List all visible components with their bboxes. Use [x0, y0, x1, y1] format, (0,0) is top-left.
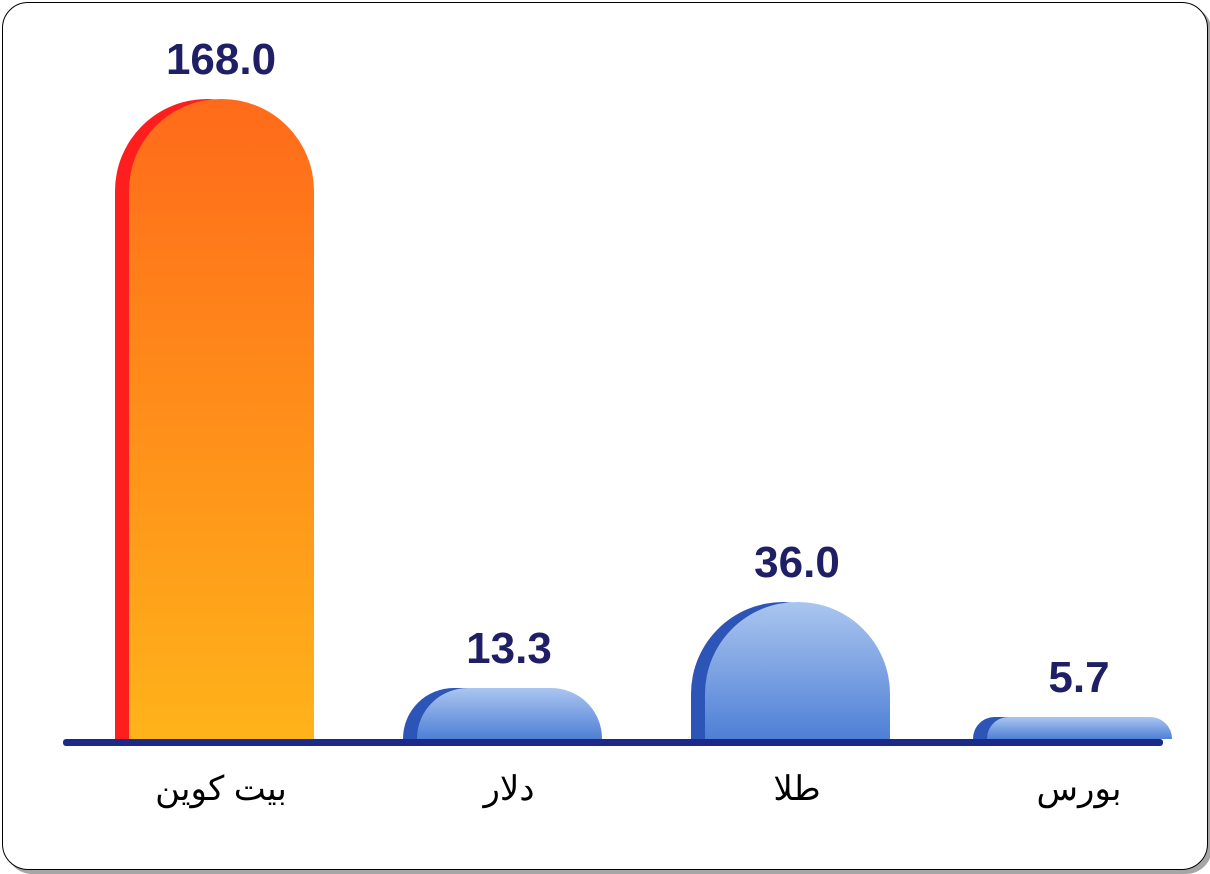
bar [129, 99, 314, 739]
bar [987, 717, 1172, 739]
bar-category-label: طلا [667, 769, 927, 809]
bar-value-label: 5.7 [949, 653, 1208, 703]
bar-value-label: 36.0 [667, 538, 927, 588]
chart-baseline [63, 739, 1163, 746]
bar-category-label: بیت کوین [91, 769, 351, 809]
bar-value-label: 168.0 [91, 35, 351, 85]
chart-plot-area: 168.0 بیت کوین 13.3 دلار 36.0 طلا 5.7 بورس [3, 3, 1207, 869]
bar-category-label: دلار [379, 769, 639, 809]
chart-card: 168.0 بیت کوین 13.3 دلار 36.0 طلا 5.7 بورس [2, 2, 1208, 870]
bar [417, 688, 602, 739]
bar-value-label: 13.3 [379, 624, 639, 674]
bar-category-label: بورس [949, 769, 1208, 809]
